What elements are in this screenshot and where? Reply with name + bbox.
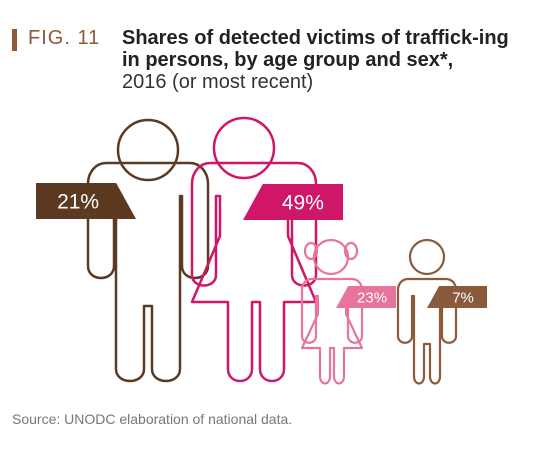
figure-boys-head: [408, 238, 446, 276]
value-label-girls: 23%: [357, 289, 387, 306]
figure-men: [86, 118, 210, 383]
value-label-women: 49%: [282, 192, 324, 215]
figure-boys: [396, 238, 458, 385]
figure-girls-pigtail-right: [343, 241, 359, 261]
figure-boys-body: [396, 277, 458, 385]
figure-women: [190, 116, 318, 383]
value-tag-women: [243, 184, 343, 220]
value-tag-men: [36, 183, 136, 219]
figure-number: FIG. 11: [28, 27, 101, 49]
figure-women-head: [212, 116, 276, 180]
figure-girls-head: [312, 238, 350, 276]
source-note: Source: UNODC elaboration of national da…: [12, 411, 293, 427]
chart-title-main: Shares of detected victims of traffick-i…: [122, 27, 509, 71]
chart-title: Shares of detected victims of traffick-i…: [122, 27, 522, 93]
figure-women-body: [190, 161, 318, 383]
figure-girls-body: [300, 277, 364, 385]
figure-accent-bar: [12, 29, 17, 51]
figure-girls: [300, 238, 364, 385]
value-label-boys: 7%: [452, 289, 474, 306]
figure-girls-pigtail-left: [303, 241, 319, 261]
figure-men-head: [116, 118, 180, 182]
value-tag-girls: [336, 286, 396, 308]
chart-title-subtitle: 2016 (or most recent): [122, 71, 314, 93]
value-label-men: 21%: [57, 191, 99, 214]
value-tag-boys: [427, 286, 487, 308]
